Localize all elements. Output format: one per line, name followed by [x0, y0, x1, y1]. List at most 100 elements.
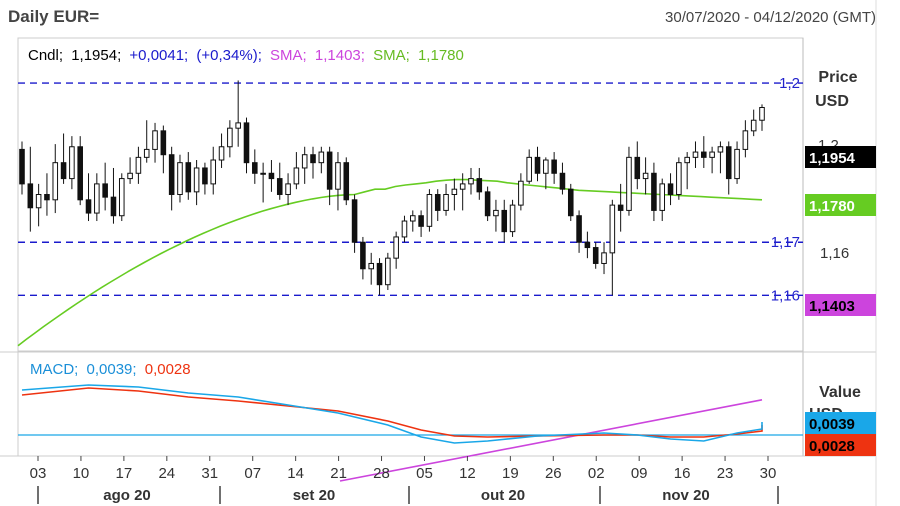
candle: [152, 122, 158, 163]
candle-body: [27, 183, 34, 209]
badge-sma_purple-label: 1,1403: [809, 298, 855, 315]
candle-body: [393, 236, 399, 259]
candle-body: [559, 172, 566, 190]
candle-body: [684, 156, 690, 164]
candle: [701, 136, 707, 168]
candle: [667, 173, 674, 206]
x-tick-label: 16: [674, 465, 691, 482]
candle: [451, 178, 458, 211]
candle: [534, 146, 541, 182]
legend-sma1-label: SMA;: [270, 47, 307, 64]
candle-body: [110, 196, 117, 217]
legend-sma2-value: 1,1780: [418, 47, 464, 64]
candle: [734, 141, 740, 184]
candle: [285, 173, 291, 206]
candle-body: [252, 162, 258, 174]
candle-body: [385, 257, 391, 286]
candle-body: [484, 191, 491, 217]
candle-body: [518, 180, 524, 206]
candle: [52, 144, 59, 214]
candle-body: [476, 178, 483, 193]
candle: [526, 149, 532, 184]
candle: [634, 141, 641, 190]
badge-macd_red-label: 0,0028: [809, 438, 855, 455]
candle: [94, 173, 100, 222]
candle: [202, 162, 208, 195]
candle-body: [343, 162, 350, 201]
badge-macd_blue-bg: [805, 412, 876, 434]
candle-body: [634, 156, 641, 180]
candle: [576, 210, 582, 253]
candle: [85, 173, 92, 222]
candle-body: [601, 252, 607, 264]
candle: [268, 160, 275, 192]
candle: [567, 183, 574, 222]
candle: [410, 210, 416, 232]
candle-body: [44, 194, 50, 201]
badge-sma_green-bg: [805, 194, 876, 216]
candle-body: [692, 151, 699, 158]
candle-body: [609, 204, 616, 254]
candle-body: [717, 146, 724, 153]
macd-legend-value2: 0,0028: [145, 361, 191, 378]
candle-body: [742, 130, 749, 150]
legend-sma1-value: 1,1403;: [315, 47, 365, 64]
candlestick-series: [19, 80, 765, 296]
candle-body: [135, 156, 142, 174]
candle-body: [576, 215, 582, 243]
candle-body: [734, 148, 740, 180]
candle-body: [676, 162, 682, 196]
axis-badges: 1,1954 1,1780 1,1403 0,0039 0,0028: [805, 146, 876, 456]
candle-body: [168, 154, 175, 196]
candle-body: [276, 178, 283, 196]
level-label-0: 1,2: [779, 75, 800, 92]
candle-body: [260, 172, 266, 175]
macd-series: [18, 384, 803, 444]
x-tick-label: 21: [330, 465, 347, 482]
candle: [60, 133, 67, 184]
candle: [218, 133, 225, 168]
candle: [193, 160, 200, 206]
candle: [709, 146, 715, 174]
candle-body: [143, 148, 150, 158]
candle-body: [443, 194, 449, 211]
macd-legend: MACD; 0,0039; 0,0028: [30, 361, 191, 378]
legend-cndl-change: +0,0041;: [129, 47, 188, 64]
candle: [717, 141, 724, 174]
x-tick-label: 19: [502, 465, 519, 482]
candle: [310, 146, 316, 179]
candle: [676, 157, 682, 200]
candle: [177, 154, 183, 203]
candle: [476, 167, 483, 200]
candle-body: [202, 167, 208, 185]
candle-body: [94, 183, 100, 214]
candle: [750, 109, 757, 137]
candle: [468, 167, 474, 195]
candle-body: [551, 159, 557, 174]
candle: [393, 231, 399, 269]
candle-body: [293, 167, 300, 185]
badge-last-label: 1,1954: [809, 150, 856, 167]
candle-body: [451, 188, 458, 196]
candle-body: [227, 127, 233, 148]
candle-body: [709, 151, 715, 158]
candle: [601, 242, 607, 275]
candle: [77, 136, 83, 206]
signal-line: [21, 387, 763, 438]
candle: [385, 252, 391, 290]
candle-body: [243, 122, 250, 164]
candle-body: [52, 162, 59, 201]
candle-body: [584, 241, 591, 249]
candle-body: [318, 151, 325, 164]
candle: [501, 199, 508, 243]
candle: [642, 157, 649, 195]
x-tick-label: 24: [158, 465, 175, 482]
candle-body: [426, 194, 433, 227]
candle: [351, 194, 358, 253]
legend-cndl-label: Cndl;: [28, 47, 63, 64]
candle: [69, 136, 75, 190]
candle: [484, 186, 491, 222]
candle: [276, 162, 283, 200]
x-tick-label: 12: [459, 465, 476, 482]
